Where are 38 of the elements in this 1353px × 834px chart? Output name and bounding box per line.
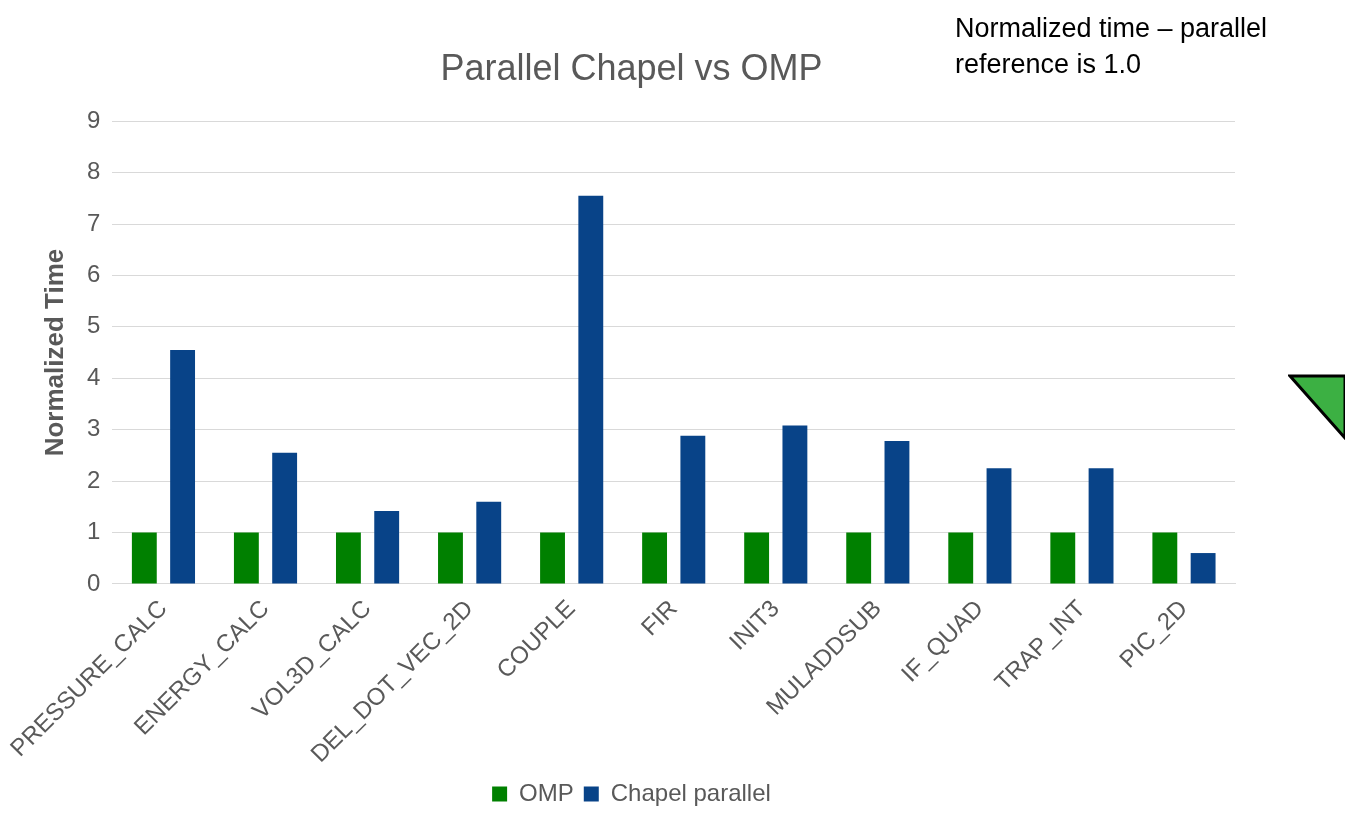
y-tick-label: 6 xyxy=(87,260,101,288)
bar xyxy=(846,532,872,584)
y-tick-label: 9 xyxy=(87,105,101,133)
bar xyxy=(438,532,463,584)
bar xyxy=(948,532,974,584)
y-tick-label: 4 xyxy=(87,362,101,390)
y-tick-label: 0 xyxy=(87,568,101,596)
bar xyxy=(986,468,1012,584)
chart-title: Parallel Chapel vs OMP xyxy=(440,46,823,88)
bar xyxy=(744,532,770,584)
bar xyxy=(1050,532,1076,584)
y-tick-label: 8 xyxy=(87,157,101,185)
y-tick-label: 1 xyxy=(87,517,101,545)
bar xyxy=(233,532,259,584)
bar xyxy=(884,440,910,584)
bar xyxy=(131,532,157,584)
bar xyxy=(374,510,400,584)
y-tick-label: 2 xyxy=(87,465,101,493)
bar xyxy=(1190,553,1216,584)
bar xyxy=(782,425,808,584)
bar xyxy=(680,435,706,584)
y-axis-title: Normalized Time xyxy=(38,248,69,457)
y-tick-label: 3 xyxy=(87,414,101,442)
bar xyxy=(642,532,668,584)
bar xyxy=(578,195,604,584)
bar xyxy=(1088,468,1114,584)
bar xyxy=(272,452,298,584)
bar xyxy=(335,532,361,584)
bar xyxy=(170,349,196,584)
legend-label: Chapel parallel xyxy=(610,778,771,806)
text: Normalized time – parallel reference is 1.0 xyxy=(955,12,1269,81)
bar xyxy=(540,532,565,584)
x-tick-label: FIR xyxy=(635,594,682,641)
legend-label: OMP xyxy=(519,778,574,806)
y-tick-label: 5 xyxy=(87,311,101,339)
y-tick-label: 7 xyxy=(87,208,101,236)
bar xyxy=(476,501,502,584)
bar xyxy=(1152,532,1178,584)
